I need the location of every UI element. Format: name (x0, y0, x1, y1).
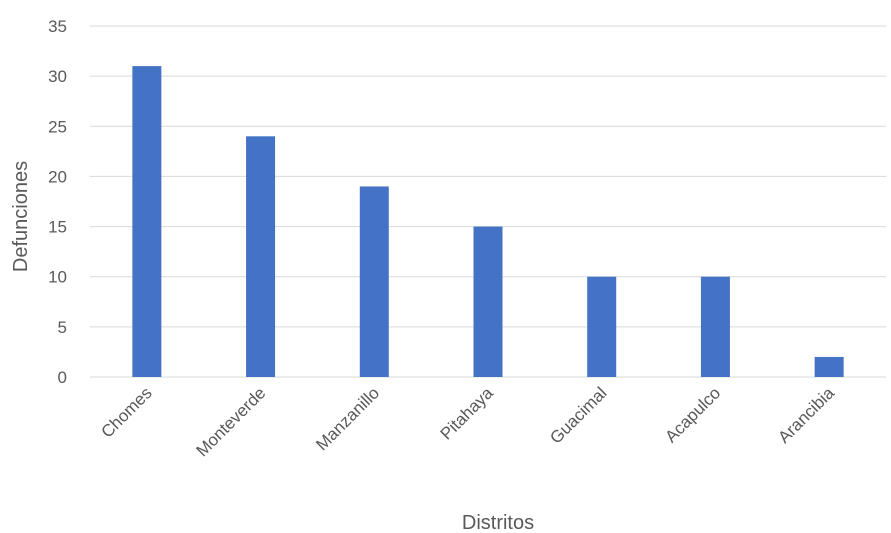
y-tick-label: 15 (48, 218, 67, 237)
y-tick-label: 20 (48, 167, 67, 186)
bars (132, 66, 844, 377)
bar-arancibia (814, 356, 844, 377)
x-tick-label: Arancibia (774, 383, 838, 447)
y-axis-ticks: 0 5 10 15 20 25 30 35 (48, 17, 67, 387)
y-tick-label: 10 (48, 268, 67, 287)
x-axis-ticks: Chomes Monteverde Manzanillo Pitahaya Guacim… (97, 383, 838, 460)
y-tick-label: 25 (48, 117, 67, 136)
x-tick-label: Manzanillo (312, 383, 383, 454)
x-axis-title: Distritos (462, 512, 534, 533)
bar-acapulco (700, 276, 730, 377)
y-tick-label: 35 (48, 17, 67, 36)
y-tick-label: 5 (58, 318, 67, 337)
bar-manzanillo (359, 186, 389, 377)
y-tick-label: 30 (48, 67, 67, 86)
x-tick-label: Monteverde (192, 383, 269, 460)
y-axis-title: Defunciones (10, 161, 32, 272)
x-tick-label: Pitahaya (437, 383, 498, 444)
x-tick-label: Guacimal (546, 383, 610, 447)
x-tick-label: Acapulco (661, 383, 724, 446)
bar-monteverde (246, 136, 276, 377)
y-tick-label: 0 (58, 368, 67, 387)
bar-guacimal (587, 276, 617, 377)
bar-chomes (132, 66, 162, 377)
bar-pitahaya (473, 226, 503, 377)
x-tick-label: Chomes (97, 383, 155, 441)
